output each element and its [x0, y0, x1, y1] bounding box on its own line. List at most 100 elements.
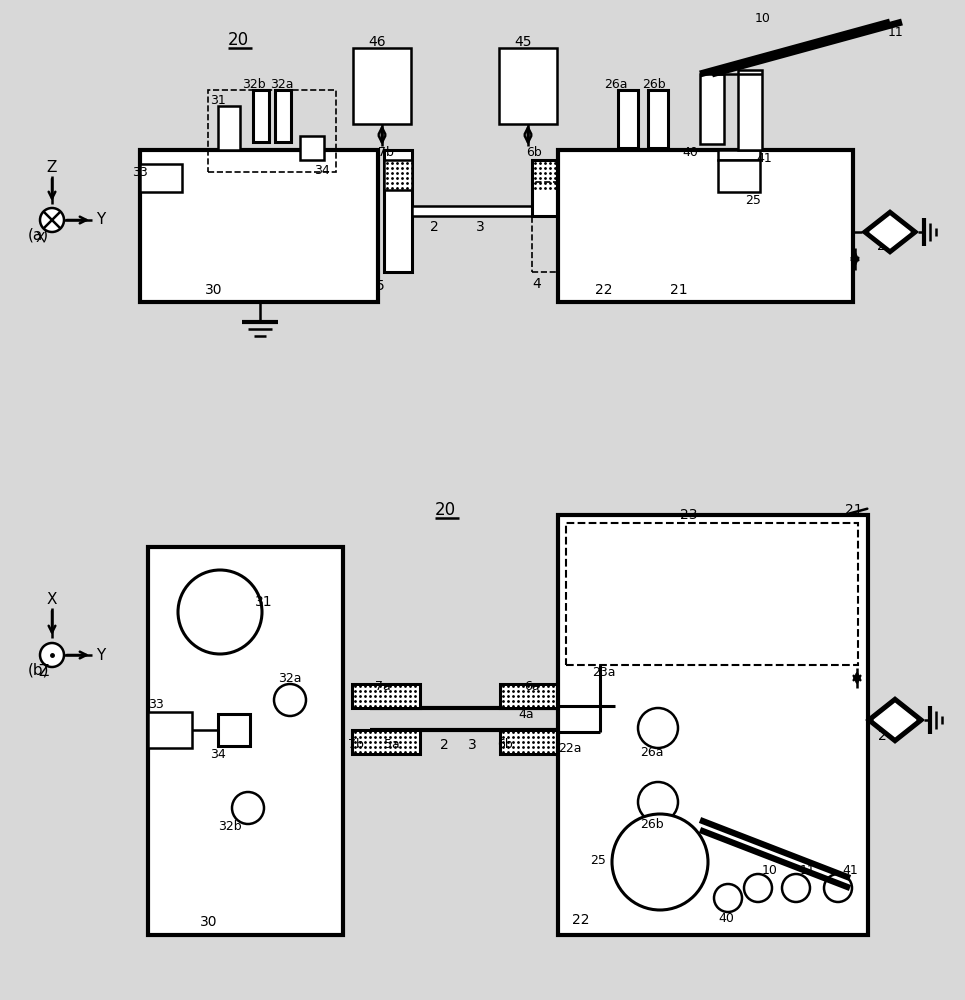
- Text: (b): (b): [28, 662, 49, 678]
- Text: 3: 3: [468, 738, 477, 752]
- Bar: [253, 90, 269, 142]
- Text: 33: 33: [148, 698, 164, 712]
- Text: 2: 2: [430, 220, 439, 234]
- Text: 22a: 22a: [558, 742, 582, 754]
- Text: 26b: 26b: [640, 818, 664, 830]
- Bar: [558, 515, 868, 935]
- Text: 11: 11: [800, 863, 815, 876]
- Circle shape: [40, 208, 64, 232]
- Circle shape: [40, 643, 64, 667]
- Text: 22: 22: [572, 913, 590, 927]
- Bar: [738, 70, 762, 150]
- Text: 31: 31: [210, 94, 226, 106]
- Bar: [300, 136, 324, 160]
- Bar: [148, 712, 192, 748]
- Circle shape: [638, 782, 678, 822]
- Text: 45: 45: [514, 35, 532, 49]
- Bar: [718, 150, 760, 160]
- Circle shape: [744, 874, 772, 902]
- Text: 34: 34: [210, 748, 226, 760]
- Text: 11: 11: [888, 25, 904, 38]
- Bar: [532, 160, 558, 216]
- Text: 30: 30: [205, 283, 223, 297]
- Text: 41: 41: [756, 151, 772, 164]
- Circle shape: [824, 874, 852, 902]
- Circle shape: [782, 874, 810, 902]
- Bar: [352, 684, 420, 708]
- Polygon shape: [866, 697, 924, 743]
- Text: 32a: 32a: [278, 672, 301, 684]
- Bar: [140, 150, 378, 302]
- Text: 2: 2: [440, 738, 449, 752]
- Text: Y: Y: [96, 213, 105, 228]
- Text: 31: 31: [255, 595, 273, 609]
- Text: 23: 23: [680, 508, 698, 522]
- Text: 10: 10: [755, 11, 771, 24]
- Bar: [499, 48, 557, 124]
- Bar: [700, 74, 724, 144]
- Circle shape: [714, 884, 742, 912]
- Text: 21: 21: [670, 283, 688, 297]
- Bar: [352, 730, 420, 754]
- Bar: [275, 90, 291, 142]
- Text: 25: 25: [590, 854, 606, 866]
- Text: 40: 40: [682, 145, 698, 158]
- Circle shape: [638, 708, 678, 748]
- Text: 25: 25: [745, 194, 760, 207]
- Text: 24: 24: [878, 729, 896, 743]
- Bar: [412, 206, 532, 216]
- Text: 7b: 7b: [378, 145, 394, 158]
- Text: 7b: 7b: [348, 738, 364, 752]
- Text: 26a: 26a: [640, 746, 664, 758]
- Text: 10: 10: [762, 863, 778, 876]
- Text: 3: 3: [476, 220, 484, 234]
- Text: 26b: 26b: [642, 78, 666, 91]
- Bar: [558, 150, 853, 302]
- Text: 40: 40: [718, 912, 733, 924]
- Text: 24: 24: [877, 239, 895, 253]
- Text: 46: 46: [368, 35, 386, 49]
- Circle shape: [178, 570, 262, 654]
- Text: 7a: 7a: [375, 680, 391, 694]
- Bar: [353, 48, 411, 124]
- Polygon shape: [862, 210, 918, 254]
- Bar: [718, 160, 760, 192]
- Bar: [384, 150, 412, 272]
- Bar: [532, 182, 558, 272]
- Text: 21: 21: [845, 503, 863, 517]
- Text: 20: 20: [435, 501, 456, 519]
- Bar: [566, 523, 858, 665]
- Circle shape: [232, 792, 264, 824]
- Bar: [218, 714, 250, 746]
- Text: X: X: [36, 231, 44, 245]
- Text: 32b: 32b: [242, 78, 265, 91]
- Text: 34: 34: [314, 163, 330, 176]
- Text: 26a: 26a: [604, 78, 627, 91]
- Text: 5: 5: [376, 279, 385, 293]
- Text: Y: Y: [96, 648, 105, 662]
- Text: 6b: 6b: [526, 145, 541, 158]
- Text: 6b: 6b: [497, 738, 512, 752]
- Circle shape: [274, 684, 306, 716]
- Text: 22: 22: [595, 283, 613, 297]
- Text: 33: 33: [132, 165, 148, 178]
- Bar: [148, 547, 343, 935]
- Polygon shape: [874, 703, 916, 737]
- Text: X: X: [46, 592, 57, 607]
- Text: 23a: 23a: [592, 666, 616, 678]
- Text: 30: 30: [200, 915, 217, 929]
- Bar: [218, 106, 240, 150]
- Text: 5a: 5a: [384, 738, 400, 752]
- Bar: [384, 160, 412, 190]
- Text: (a): (a): [28, 228, 49, 242]
- Text: Z: Z: [38, 664, 48, 680]
- Text: 20: 20: [228, 31, 249, 49]
- Text: 4: 4: [532, 277, 540, 291]
- Text: 41: 41: [842, 863, 858, 876]
- Text: 4a: 4a: [518, 708, 534, 722]
- Text: 32a: 32a: [270, 78, 293, 91]
- Text: 32b: 32b: [218, 820, 241, 832]
- Bar: [648, 90, 668, 148]
- Text: Z: Z: [47, 160, 57, 176]
- Bar: [618, 90, 638, 148]
